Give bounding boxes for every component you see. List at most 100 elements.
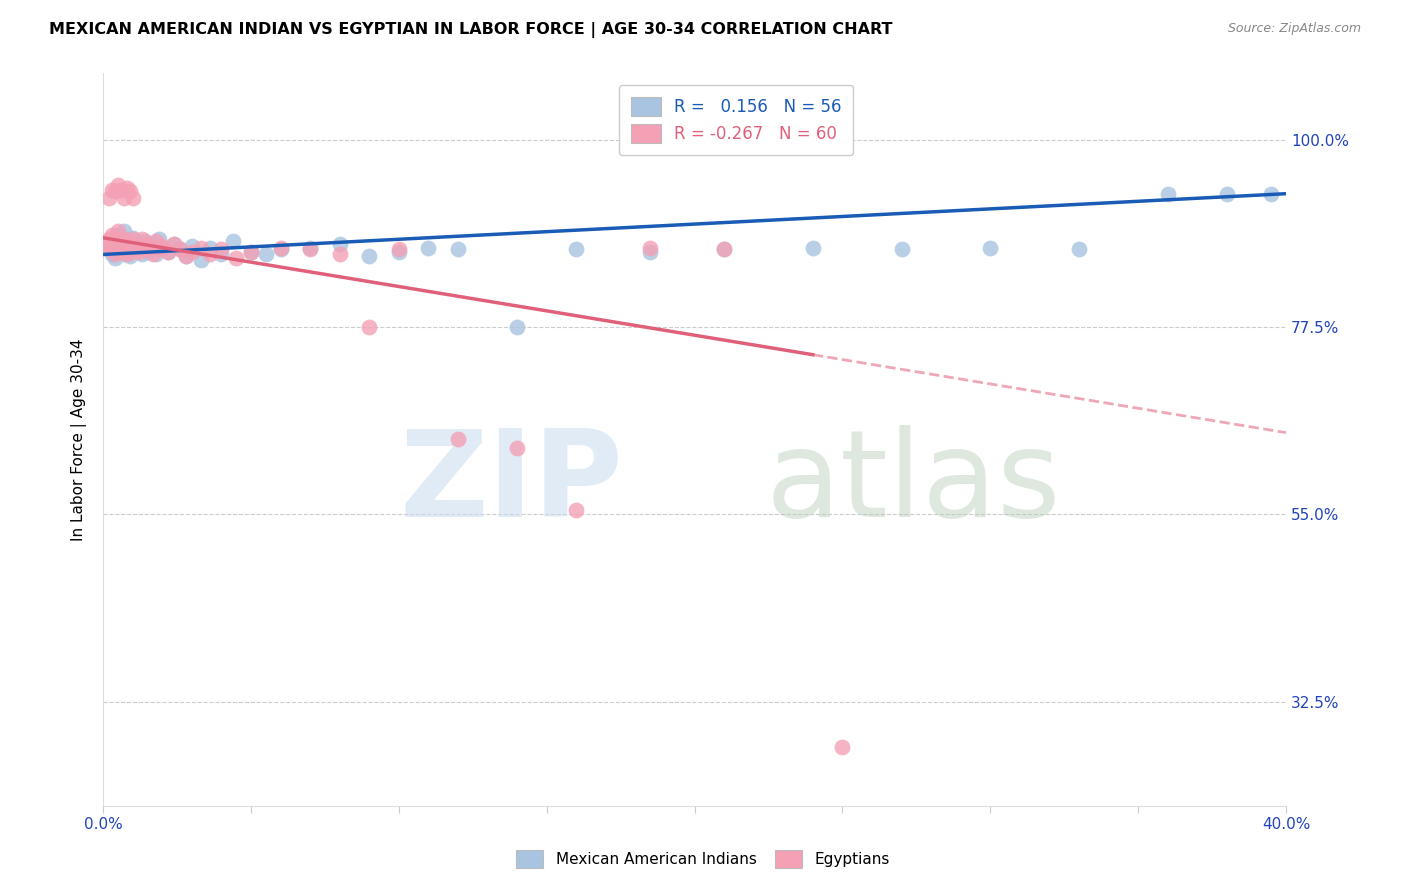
Point — [115, 236, 138, 251]
Point — [447, 243, 470, 257]
Y-axis label: In Labor Force | Age 30-34: In Labor Force | Age 30-34 — [72, 338, 87, 541]
Point — [112, 232, 135, 246]
Point — [145, 234, 167, 248]
Point — [101, 236, 124, 251]
Point — [107, 239, 129, 253]
Point — [190, 241, 212, 255]
Point — [110, 234, 132, 248]
Point — [131, 247, 153, 261]
Point — [112, 191, 135, 205]
Point — [121, 231, 143, 245]
Point — [110, 182, 132, 196]
Point — [174, 249, 197, 263]
Point — [107, 228, 129, 243]
Point — [565, 503, 588, 517]
Point — [118, 184, 141, 198]
Point — [107, 178, 129, 193]
Point — [98, 191, 121, 205]
Point — [157, 244, 180, 259]
Point — [163, 236, 186, 251]
Point — [136, 244, 159, 259]
Point — [139, 241, 162, 255]
Point — [163, 236, 186, 251]
Point — [148, 243, 170, 257]
Point — [104, 241, 127, 255]
Point — [1216, 186, 1239, 201]
Point — [110, 236, 132, 251]
Point — [96, 236, 118, 251]
Point — [565, 243, 588, 257]
Point — [299, 243, 322, 257]
Point — [98, 243, 121, 257]
Point — [1260, 186, 1282, 201]
Point — [329, 247, 352, 261]
Point — [190, 253, 212, 268]
Point — [299, 241, 322, 255]
Point — [713, 243, 735, 257]
Point — [125, 236, 148, 251]
Point — [98, 232, 121, 246]
Point — [150, 239, 173, 253]
Point — [801, 241, 824, 255]
Point — [506, 441, 529, 455]
Legend: R =   0.156   N = 56, R = -0.267   N = 60: R = 0.156 N = 56, R = -0.267 N = 60 — [619, 85, 853, 155]
Point — [115, 181, 138, 195]
Point — [145, 247, 167, 261]
Point — [128, 243, 150, 257]
Point — [831, 740, 853, 755]
Point — [118, 243, 141, 257]
Point — [104, 184, 127, 198]
Point — [150, 241, 173, 255]
Point — [112, 224, 135, 238]
Point — [107, 234, 129, 248]
Point — [270, 243, 292, 257]
Point — [240, 244, 263, 259]
Point — [1067, 243, 1090, 257]
Point — [254, 247, 277, 261]
Point — [506, 319, 529, 334]
Text: atlas: atlas — [765, 425, 1062, 541]
Point — [142, 236, 165, 251]
Point — [180, 239, 202, 253]
Text: MEXICAN AMERICAN INDIAN VS EGYPTIAN IN LABOR FORCE | AGE 30-34 CORRELATION CHART: MEXICAN AMERICAN INDIAN VS EGYPTIAN IN L… — [49, 22, 893, 38]
Point — [121, 236, 143, 251]
Point — [447, 432, 470, 446]
Point — [211, 247, 233, 261]
Point — [169, 243, 191, 257]
Point — [125, 239, 148, 253]
Point — [104, 251, 127, 265]
Point — [225, 251, 247, 265]
Point — [107, 224, 129, 238]
Point — [115, 232, 138, 246]
Point — [169, 243, 191, 257]
Point — [979, 241, 1001, 255]
Point — [104, 247, 127, 261]
Point — [121, 241, 143, 255]
Text: Source: ZipAtlas.com: Source: ZipAtlas.com — [1227, 22, 1361, 36]
Point — [110, 244, 132, 259]
Point — [418, 241, 440, 255]
Point — [139, 241, 162, 255]
Text: ZIP: ZIP — [399, 425, 624, 541]
Point — [148, 232, 170, 246]
Point — [118, 244, 141, 259]
Point — [128, 244, 150, 259]
Point — [112, 239, 135, 253]
Point — [115, 234, 138, 248]
Point — [125, 243, 148, 257]
Point — [121, 191, 143, 205]
Point — [101, 182, 124, 196]
Point — [134, 243, 156, 257]
Point — [211, 243, 233, 257]
Point — [115, 247, 138, 261]
Point — [388, 243, 411, 257]
Point — [638, 244, 661, 259]
Point — [118, 236, 141, 251]
Point — [112, 247, 135, 261]
Point — [110, 243, 132, 257]
Point — [157, 244, 180, 259]
Point — [101, 228, 124, 243]
Point — [121, 232, 143, 246]
Point — [329, 236, 352, 251]
Point — [1157, 186, 1180, 201]
